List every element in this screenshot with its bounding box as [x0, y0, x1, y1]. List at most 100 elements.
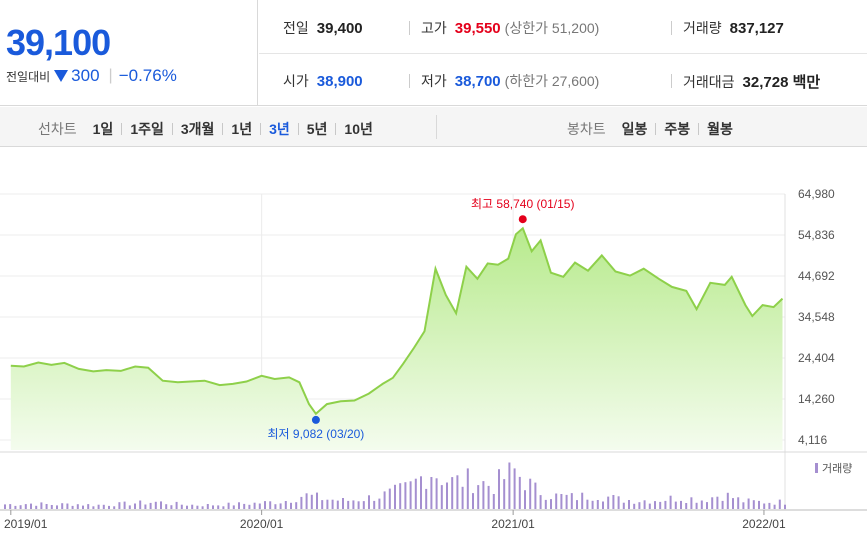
stat-grid: 전일 39,400 고가 39,550 (상한가 51,200) 거래량 837…	[259, 0, 867, 106]
volume-bar	[352, 500, 355, 509]
volume-bar	[206, 504, 209, 509]
volume-bar	[664, 500, 667, 509]
period-1d-button[interactable]: 1일	[92, 121, 114, 137]
stat-low: 저가 38,700 (하한가 27,600)	[421, 71, 599, 91]
volume-bar	[435, 478, 438, 509]
volume-bar	[347, 500, 350, 509]
volume-bar	[14, 505, 17, 509]
stat-label: 전일	[283, 20, 309, 36]
period-1y-button[interactable]: 1년	[231, 121, 253, 137]
volume-bar	[690, 497, 693, 509]
volume-bar	[773, 504, 776, 509]
volume-bar	[721, 500, 724, 509]
daily-candle-button[interactable]: 일봉	[621, 121, 648, 137]
toolbar-separator	[260, 123, 262, 135]
period-5y-button[interactable]: 5년	[306, 121, 328, 137]
low-marker	[311, 415, 320, 424]
volume-bar	[66, 503, 69, 509]
volume-bar	[654, 501, 656, 509]
volume-bar	[61, 503, 64, 509]
high-annotation: 최고 58,740 (01/15)	[471, 197, 574, 211]
low-annotation: 최저 9,082 (03/20)	[268, 427, 365, 441]
volume-bar	[482, 481, 485, 509]
price-area	[10, 228, 783, 450]
stat-divider	[259, 53, 867, 54]
volume-bar	[362, 501, 365, 509]
volume-bar	[752, 500, 755, 509]
period-1w-button[interactable]: 1주일	[130, 121, 164, 137]
volume-bar	[700, 500, 703, 509]
volume-bar	[279, 503, 282, 509]
volume-bar	[732, 498, 734, 509]
volume-bar	[342, 498, 344, 509]
volume-bar	[550, 499, 552, 509]
volume-bar	[706, 502, 708, 509]
stat-separator	[671, 74, 672, 88]
volume-bar	[212, 505, 214, 509]
monthly-candle-button[interactable]: 월봉	[707, 121, 733, 137]
volume-bar	[461, 486, 464, 509]
volume-bar	[477, 485, 480, 509]
volume-bar	[659, 501, 662, 509]
volume-bar	[316, 492, 318, 509]
volume-bar	[300, 496, 303, 509]
stat-label: 시가	[283, 73, 309, 89]
volume-bar	[711, 497, 714, 509]
y-tick-label: 54,836	[798, 228, 835, 242]
quote-header: 39,100 전일대비 300 | −0.76% 전일 39,400 고가 39…	[0, 0, 867, 106]
volume-bar	[170, 505, 173, 509]
volume-bar	[368, 495, 370, 509]
volume-bar	[726, 492, 729, 509]
volume-bar	[274, 504, 277, 509]
change-separator: |	[108, 67, 113, 84]
period-10y-button[interactable]: 10년	[344, 121, 373, 137]
volume-bar	[633, 503, 636, 509]
volume-bar	[4, 504, 6, 509]
upper-limit: (상한가 51,200)	[504, 20, 600, 36]
x-axis-ticks: 2019/01 2020/01 2021/01 2022/01	[4, 510, 786, 531]
volume-bar	[544, 499, 547, 509]
down-triangle-icon	[54, 70, 69, 82]
volume-bar	[430, 477, 433, 509]
volume-bar	[149, 502, 152, 509]
stat-value: 39,550	[454, 20, 501, 37]
stat-separator	[671, 21, 672, 35]
volume-bar	[243, 503, 246, 509]
toolbar-separator	[222, 123, 224, 135]
volume-bar	[472, 493, 474, 509]
volume-bar	[269, 501, 272, 509]
volume-bar	[123, 501, 126, 509]
toolbar-separator	[171, 123, 173, 135]
volume-legend-swatch	[815, 463, 818, 473]
volume-bar	[784, 504, 786, 509]
volume-bar	[284, 501, 287, 509]
stat-prev-close: 전일 39,400	[283, 18, 363, 38]
volume-bar	[201, 506, 204, 509]
candle-chart-periods: 봉차트 일봉 주봉 월봉	[567, 119, 733, 139]
volume-bar	[581, 492, 584, 509]
stat-value: 38,900	[316, 73, 363, 90]
volume-bar	[56, 505, 58, 509]
volume-bar	[118, 502, 121, 509]
period-3m-button[interactable]: 3개월	[180, 121, 215, 137]
volume-bar	[71, 505, 74, 509]
volume-bar	[716, 496, 719, 509]
volume-bar	[227, 502, 230, 509]
volume-bar	[264, 501, 266, 509]
volume-bar	[742, 502, 745, 509]
volume-bar	[388, 488, 391, 509]
volume-bar	[440, 485, 443, 509]
volume-bar	[638, 502, 641, 509]
y-tick-label: 14,260	[798, 392, 835, 406]
volume-bar	[607, 496, 610, 509]
volume-bar	[357, 501, 360, 509]
volume-bar	[97, 504, 100, 509]
stat-value: 38,700	[454, 73, 501, 90]
period-3y-button[interactable]: 3년	[269, 121, 290, 137]
stat-high: 고가 39,550 (상한가 51,200)	[421, 18, 599, 38]
volume-bar	[529, 478, 532, 509]
weekly-candle-button[interactable]: 주봉	[664, 121, 691, 137]
volume-bar	[612, 495, 615, 509]
volume-bar	[336, 500, 339, 509]
volume-bar	[768, 502, 771, 509]
